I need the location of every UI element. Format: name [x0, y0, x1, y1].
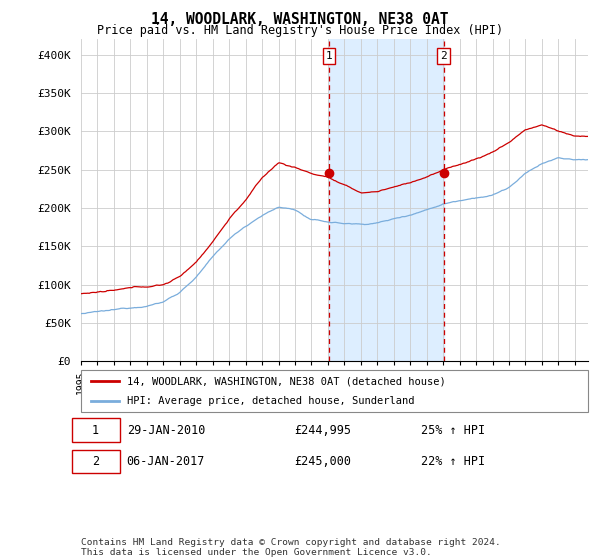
Text: 2: 2: [440, 51, 447, 61]
FancyBboxPatch shape: [72, 418, 120, 442]
Text: Contains HM Land Registry data © Crown copyright and database right 2024.
This d: Contains HM Land Registry data © Crown c…: [81, 538, 501, 557]
Text: 14, WOODLARK, WASHINGTON, NE38 0AT (detached house): 14, WOODLARK, WASHINGTON, NE38 0AT (deta…: [127, 376, 445, 386]
Text: 25% ↑ HPI: 25% ↑ HPI: [421, 423, 485, 437]
FancyBboxPatch shape: [72, 450, 120, 473]
Text: Price paid vs. HM Land Registry's House Price Index (HPI): Price paid vs. HM Land Registry's House …: [97, 24, 503, 36]
Bar: [329, 39, 443, 361]
Text: 06-JAN-2017: 06-JAN-2017: [127, 455, 205, 468]
Text: 1: 1: [92, 423, 99, 437]
Text: 29-JAN-2010: 29-JAN-2010: [127, 423, 205, 437]
Text: £245,000: £245,000: [294, 455, 351, 468]
Text: 14, WOODLARK, WASHINGTON, NE38 0AT: 14, WOODLARK, WASHINGTON, NE38 0AT: [151, 12, 449, 27]
Text: £244,995: £244,995: [294, 423, 351, 437]
Text: 2: 2: [92, 455, 99, 468]
Text: 1: 1: [326, 51, 332, 61]
Text: HPI: Average price, detached house, Sunderland: HPI: Average price, detached house, Sund…: [127, 396, 414, 405]
Text: 22% ↑ HPI: 22% ↑ HPI: [421, 455, 485, 468]
